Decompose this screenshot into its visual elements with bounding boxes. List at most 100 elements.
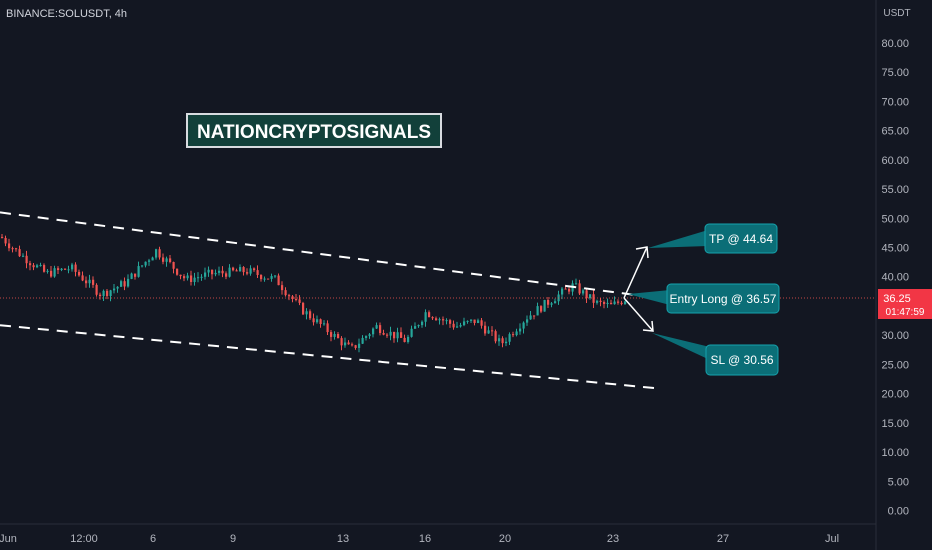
time-tick-label: 20 <box>499 533 511 545</box>
candle-body <box>428 312 431 318</box>
candle-body <box>519 328 522 332</box>
candle-body <box>116 286 119 289</box>
entry-callout[interactable]: Entry Long @ 36.57 <box>628 283 780 314</box>
time-tick-label: 12:00 <box>70 533 98 545</box>
candle-body <box>613 301 616 305</box>
candle-body <box>578 283 581 294</box>
candle-body <box>389 331 392 336</box>
candle-body <box>50 270 53 277</box>
candle-body <box>256 270 259 275</box>
candle-body <box>540 306 543 312</box>
candle-body <box>190 275 193 283</box>
price-tick-label: 20.00 <box>881 389 909 401</box>
candle-body <box>130 273 133 279</box>
candle-body <box>169 258 172 263</box>
candle-body <box>456 326 459 328</box>
candle-body <box>162 257 165 262</box>
sl-callout-box <box>705 344 779 376</box>
watermark-box <box>186 113 442 148</box>
candle-body <box>172 262 175 269</box>
tp-callout[interactable]: TP @ 44.64 <box>648 223 778 254</box>
candle-body <box>442 319 445 321</box>
candle-body <box>263 278 266 280</box>
candle-body <box>494 331 497 342</box>
candle-body <box>81 275 84 281</box>
current-price-badge: 36.25 01:47:59 <box>878 289 932 319</box>
price-tick-label: 70.00 <box>881 96 909 108</box>
candle-body <box>232 267 235 271</box>
price-tick-label: 65.00 <box>881 126 909 138</box>
time-tick-label: 16 <box>419 533 431 545</box>
sl-callout-pointer <box>652 333 710 360</box>
candle-body <box>305 311 308 315</box>
sl-callout-label: SL @ 30.56 <box>710 353 773 367</box>
candle-body <box>57 268 60 271</box>
candle-body <box>260 274 263 280</box>
candle-body <box>603 301 606 304</box>
candle-body <box>424 312 427 322</box>
candle-body <box>435 318 438 321</box>
candle-body <box>575 283 578 285</box>
candle-body <box>536 306 539 316</box>
candle-body <box>141 265 144 267</box>
price-tick-label: 25.00 <box>881 359 909 371</box>
candle-body <box>323 323 326 325</box>
candle-body <box>379 325 382 334</box>
candle-body <box>207 269 210 273</box>
candle-body <box>505 341 508 344</box>
candle-body <box>99 294 102 297</box>
candle-body <box>302 302 305 315</box>
candle-body <box>32 265 35 268</box>
candle-body <box>375 325 378 329</box>
symbol-title[interactable]: BINANCE:SOLUSDT, 4h <box>6 8 127 20</box>
price-axis[interactable]: USDT 80.00 75.00 70.00 65.00 60.00 55.00 50.00… <box>875 0 911 550</box>
price-tick-label: 45.00 <box>881 242 909 254</box>
candle-body <box>64 268 67 270</box>
candle-body <box>396 332 399 339</box>
candle-body <box>547 299 550 305</box>
candle-body <box>568 288 571 292</box>
candle-body <box>365 336 368 338</box>
candle-body <box>253 268 256 271</box>
candle-body <box>554 301 557 304</box>
price-tick-label: 80.00 <box>881 38 909 50</box>
sl-callout[interactable]: SL @ 30.56 <box>652 333 779 376</box>
candle-body <box>127 278 130 287</box>
time-tick-label: 9 <box>230 533 236 545</box>
candle-body <box>193 277 196 283</box>
candle-body <box>298 299 301 303</box>
candle-body <box>487 330 490 334</box>
time-axis[interactable]: Jun 12:00 6 9 13 16 20 23 27 Jul <box>0 523 876 545</box>
candle-body <box>470 319 473 321</box>
candle-body <box>120 281 123 287</box>
candle-body <box>382 333 385 335</box>
candle-body <box>564 288 567 290</box>
candle-body <box>347 342 350 345</box>
candle-body <box>393 331 396 339</box>
candle-body <box>43 265 46 272</box>
candle-body <box>582 290 585 294</box>
entry-callout-label: Entry Long @ 36.57 <box>670 292 777 306</box>
candle-body <box>368 334 371 337</box>
candle-body <box>221 270 224 274</box>
candle-body <box>186 275 189 279</box>
candle-body <box>74 264 77 272</box>
candle-body <box>4 237 7 244</box>
candle-body <box>421 321 424 326</box>
candle-body <box>351 344 354 346</box>
price-tick-label: 40.00 <box>881 272 909 284</box>
candle-body <box>358 343 361 348</box>
sl-arrowhead <box>642 320 654 332</box>
candle-body <box>340 338 343 346</box>
watermark-text: NATIONCRYPTOSIGNALS <box>197 122 431 143</box>
candle-body <box>85 280 88 284</box>
candle-body <box>200 276 203 278</box>
channel-upper-line <box>0 211 658 299</box>
candle-body <box>337 333 340 339</box>
candle-body <box>400 332 403 338</box>
candle-body <box>508 334 511 342</box>
candle-body <box>484 325 487 334</box>
candle-body <box>179 274 182 277</box>
